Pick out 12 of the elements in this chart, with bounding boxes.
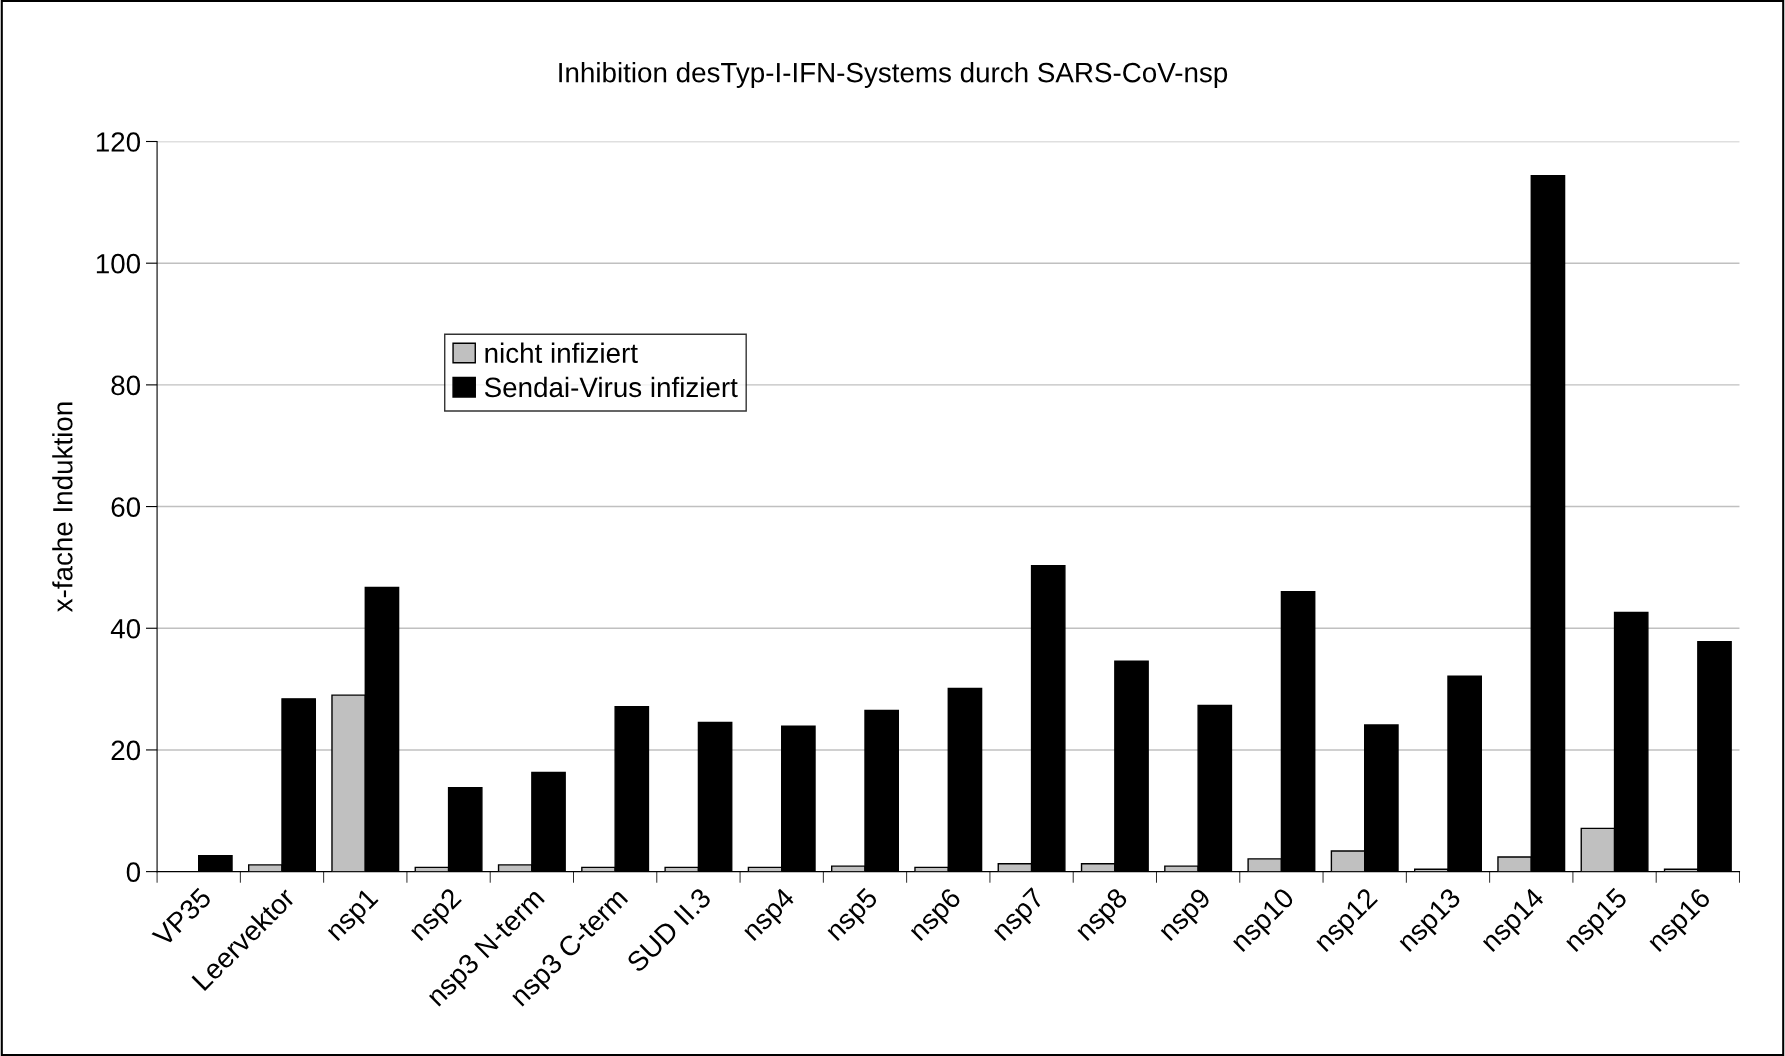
legend-label: nicht infiziert [485, 342, 638, 364]
y-tick-label: 60 [111, 497, 141, 517]
y-tick-label: 80 [111, 375, 141, 396]
y-tick-label: 120 [96, 132, 141, 152]
y-tick-label: 20 [111, 740, 141, 761]
legend-label: Sendai-Virus infiziert [484, 376, 738, 398]
chart-title: Inhibition desTyp-I-IFN-Systems durch SARS-CoV-nsp [559, 62, 1228, 88]
y-tick-label: 100 [96, 253, 141, 274]
y-tick-label: 40 [110, 618, 141, 639]
bar [198, 855, 233, 872]
y-axis-title: x-fache Induktion [52, 402, 73, 613]
y-tick-label: 0 [126, 862, 141, 882]
